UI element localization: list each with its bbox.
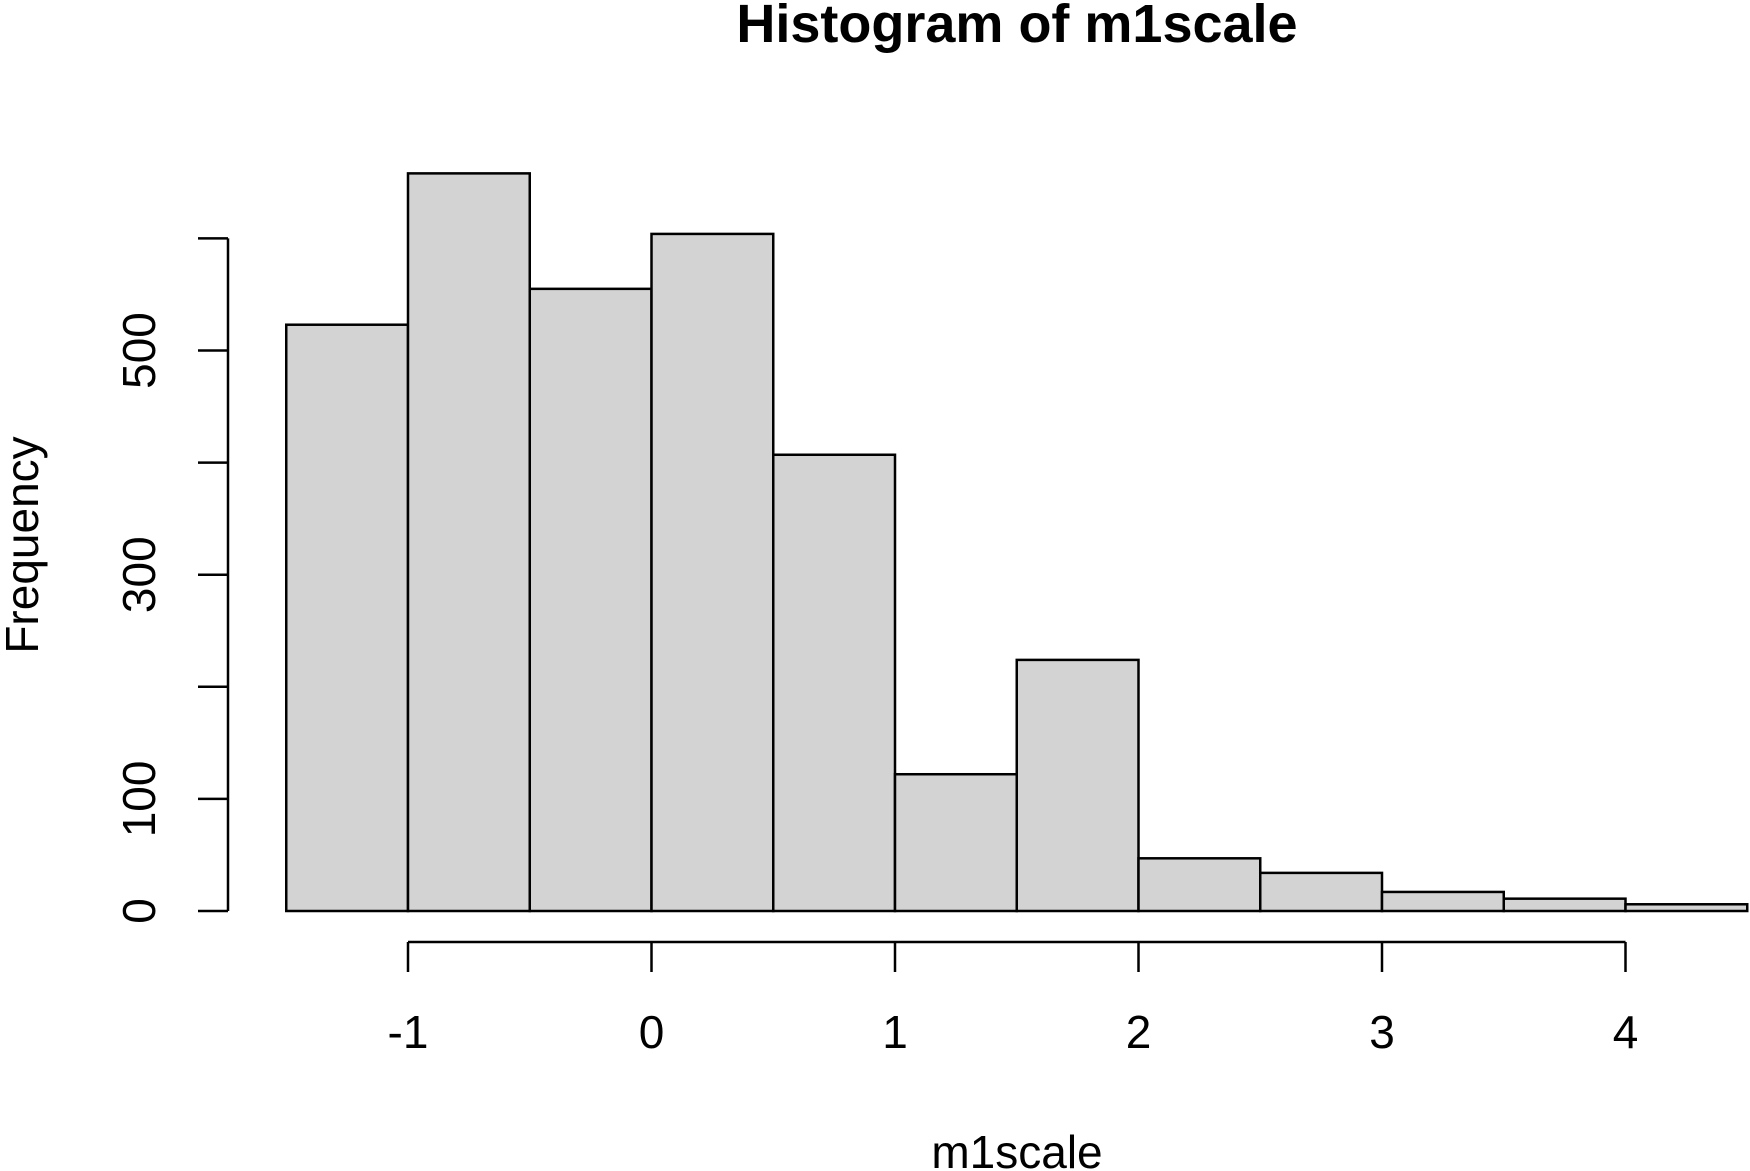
histogram-bar [1137,857,1262,913]
histogram-bar [772,453,897,913]
x-tick-label: 0 [639,1006,665,1058]
histogram-bar [893,772,1018,913]
histogram-bar [650,232,775,913]
histogram-bar [1380,890,1505,913]
y-tick-label: 500 [113,312,165,389]
y-tick-label: 100 [113,761,165,838]
bars-group [285,172,1749,913]
histogram-bar [1624,903,1749,913]
x-tick-label: 2 [1126,1006,1152,1058]
x-axis-label: m1scale [931,1126,1102,1171]
chart-title: Histogram of m1scale [736,0,1297,54]
histogram-bar [1502,897,1627,913]
histogram-bar [1259,871,1384,913]
histogram-bar [528,287,653,913]
x-tick-label: 1 [882,1006,908,1058]
x-axis: -1 0 1 2 3 4 [388,940,1639,1058]
y-axis-label: Frequency [0,436,48,653]
x-tick-label: 3 [1369,1006,1395,1058]
histogram-bar [285,323,410,913]
y-tick-label: 300 [113,536,165,613]
y-tick-label: 0 [113,898,165,924]
y-axis: 0 100 300 500 [113,237,230,924]
x-tick-label: -1 [388,1006,429,1058]
x-tick-label: 4 [1613,1006,1639,1058]
histogram-bar [1015,658,1140,913]
histogram-bar [406,172,531,913]
